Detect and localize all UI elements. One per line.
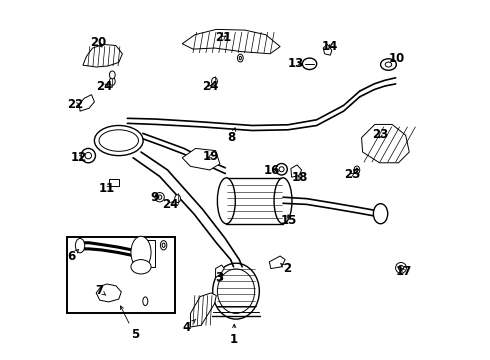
Ellipse shape <box>302 58 317 69</box>
Ellipse shape <box>75 238 85 253</box>
Ellipse shape <box>381 59 396 70</box>
Ellipse shape <box>279 167 284 172</box>
Ellipse shape <box>160 240 167 250</box>
Ellipse shape <box>155 193 164 202</box>
Ellipse shape <box>162 243 165 247</box>
Text: 1: 1 <box>230 324 238 346</box>
Ellipse shape <box>85 152 92 159</box>
Text: 12: 12 <box>71 151 87 164</box>
Text: 10: 10 <box>389 52 405 65</box>
Ellipse shape <box>175 195 180 203</box>
Text: 24: 24 <box>202 80 219 93</box>
Ellipse shape <box>95 126 143 156</box>
Ellipse shape <box>109 71 115 79</box>
Ellipse shape <box>99 130 139 151</box>
Text: 22: 22 <box>67 98 83 111</box>
Polygon shape <box>191 293 216 327</box>
Polygon shape <box>182 148 220 170</box>
Bar <box>68 237 175 313</box>
Polygon shape <box>96 284 122 302</box>
Ellipse shape <box>354 166 360 174</box>
Text: 25: 25 <box>343 168 360 181</box>
Text: 14: 14 <box>322 40 339 53</box>
Text: 21: 21 <box>215 31 231 45</box>
Polygon shape <box>216 265 224 278</box>
Text: 19: 19 <box>203 150 220 163</box>
Ellipse shape <box>212 77 218 85</box>
Text: 18: 18 <box>292 171 308 184</box>
Text: 5: 5 <box>121 306 139 341</box>
Ellipse shape <box>239 56 242 60</box>
Text: 9: 9 <box>150 192 159 204</box>
Polygon shape <box>270 256 285 269</box>
Text: 11: 11 <box>99 182 116 195</box>
Ellipse shape <box>238 54 243 62</box>
Ellipse shape <box>276 163 287 175</box>
Text: 24: 24 <box>163 198 179 211</box>
Polygon shape <box>291 165 302 177</box>
Text: 16: 16 <box>264 164 280 177</box>
Bar <box>134 240 155 267</box>
Ellipse shape <box>385 62 392 67</box>
Text: 2: 2 <box>280 262 292 275</box>
Text: 7: 7 <box>95 284 106 297</box>
Text: 23: 23 <box>372 128 389 141</box>
Ellipse shape <box>81 148 96 163</box>
Polygon shape <box>83 44 122 67</box>
Polygon shape <box>323 44 332 55</box>
Ellipse shape <box>274 178 292 224</box>
Ellipse shape <box>157 195 162 199</box>
Polygon shape <box>362 125 409 163</box>
Ellipse shape <box>131 236 151 269</box>
Bar <box>109 179 120 186</box>
Text: 3: 3 <box>215 271 223 284</box>
Text: 6: 6 <box>67 249 79 262</box>
Ellipse shape <box>395 262 406 273</box>
Text: 24: 24 <box>96 80 113 93</box>
Text: 20: 20 <box>90 36 106 49</box>
Ellipse shape <box>373 204 388 224</box>
Ellipse shape <box>356 168 358 172</box>
Ellipse shape <box>143 297 148 306</box>
Text: 13: 13 <box>288 57 304 69</box>
Text: 4: 4 <box>183 319 196 334</box>
Bar <box>226 178 283 224</box>
Ellipse shape <box>131 260 151 274</box>
Text: 8: 8 <box>228 128 236 144</box>
Ellipse shape <box>218 269 255 314</box>
Text: 15: 15 <box>281 214 297 227</box>
Polygon shape <box>182 30 280 54</box>
Ellipse shape <box>398 265 403 270</box>
Ellipse shape <box>109 77 115 85</box>
Ellipse shape <box>218 178 235 224</box>
Ellipse shape <box>213 263 259 319</box>
Text: 17: 17 <box>396 265 412 278</box>
Polygon shape <box>79 95 95 111</box>
